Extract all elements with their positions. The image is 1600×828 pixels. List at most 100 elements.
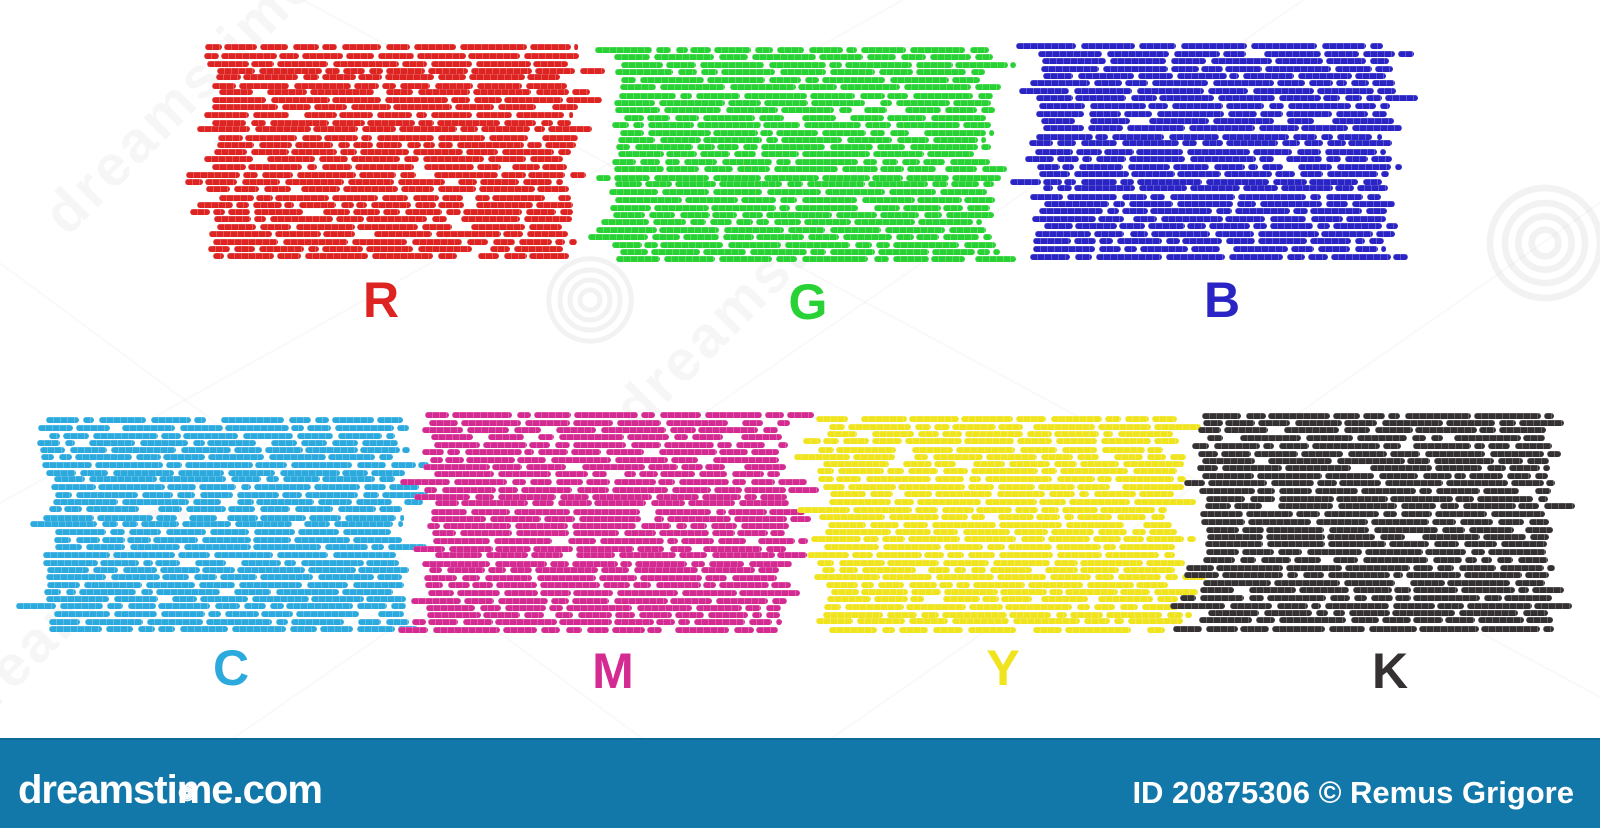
brick: [930, 115, 986, 121]
brick: [698, 471, 727, 478]
brick: [573, 44, 578, 51]
brick: [1332, 609, 1346, 616]
brick: [85, 506, 139, 513]
brick-row: [1200, 587, 1564, 594]
brick: [364, 484, 387, 491]
brick: [1200, 511, 1244, 517]
brick: [620, 84, 657, 91]
brick: [943, 596, 980, 603]
brick: [1335, 80, 1347, 86]
brick: [1276, 80, 1305, 86]
brick: [893, 241, 959, 248]
brick: [715, 597, 768, 604]
brick: [993, 248, 1000, 255]
brick: [781, 136, 843, 143]
brick: [664, 256, 716, 263]
brick: [1474, 412, 1542, 419]
brick: [1177, 201, 1233, 208]
brick: [873, 256, 889, 263]
brick: [1098, 596, 1153, 603]
brick: [466, 238, 489, 245]
swatch-label-magenta: M: [592, 643, 634, 699]
brick: [1248, 587, 1297, 594]
brick-row: [1039, 208, 1387, 215]
brick: [1112, 201, 1125, 208]
brick: [1498, 458, 1523, 465]
brick: [829, 143, 874, 150]
brick: [1347, 450, 1388, 457]
brick: [324, 543, 368, 550]
brick-row: [1205, 503, 1575, 510]
swatch-label-blue: B: [1203, 272, 1241, 328]
brick: [220, 573, 257, 580]
brick: [400, 479, 450, 486]
brick: [1268, 458, 1333, 465]
brick-row: [43, 559, 399, 566]
brick: [1133, 498, 1196, 505]
brick-row: [424, 486, 819, 493]
brick: [647, 129, 711, 136]
brick: [572, 441, 627, 448]
brick: [614, 174, 651, 181]
brick: [526, 464, 566, 471]
brick: [910, 596, 925, 603]
brick: [916, 62, 954, 69]
brick: [1345, 95, 1363, 101]
brick: [838, 468, 885, 475]
brick: [1325, 201, 1348, 208]
brick: [1215, 208, 1233, 215]
brick: [939, 582, 954, 588]
brick: [600, 427, 667, 434]
brick: [578, 516, 641, 522]
brick-row: [1198, 450, 1561, 457]
brick-row: [824, 544, 1176, 551]
brick: [1131, 170, 1175, 177]
brick: [802, 151, 870, 158]
brick: [1338, 479, 1381, 486]
brick: [1525, 617, 1553, 624]
brick: [1198, 450, 1218, 457]
brick-row: [827, 431, 1173, 438]
brick: [581, 464, 645, 471]
brick: [121, 521, 139, 528]
brick: [554, 471, 588, 478]
brick: [1124, 80, 1148, 86]
brick: [725, 107, 779, 114]
brick: [888, 188, 937, 195]
brick: [1349, 609, 1390, 616]
brick: [502, 148, 555, 155]
brick: [876, 241, 891, 248]
brick: [847, 423, 912, 430]
brick: [385, 89, 414, 95]
brick: [1097, 215, 1124, 222]
brick: [1395, 595, 1412, 602]
brick: [671, 456, 698, 463]
brick: [883, 544, 941, 551]
brick-row: [1016, 43, 1383, 50]
brick: [533, 60, 569, 67]
brick: [913, 454, 929, 460]
brick: [1147, 223, 1185, 230]
brick: [416, 111, 428, 118]
brick: [1225, 103, 1264, 110]
brick-row: [398, 626, 780, 633]
brick: [943, 559, 989, 566]
brick: [1190, 245, 1220, 252]
brick: [403, 156, 420, 163]
brick-row: [1186, 565, 1555, 572]
brick: [839, 84, 900, 91]
brick: [1151, 514, 1165, 520]
brick: [212, 104, 279, 111]
brick: [924, 129, 987, 136]
brick: [1234, 208, 1291, 215]
brick: [1080, 140, 1118, 147]
brick: [999, 551, 1053, 558]
brick: [379, 506, 402, 513]
brick: [988, 129, 994, 136]
brick: [861, 582, 874, 588]
brick: [940, 514, 968, 520]
brick-row: [212, 164, 569, 171]
brick: [1310, 238, 1352, 244]
brick: [256, 499, 315, 506]
brick: [829, 626, 878, 633]
